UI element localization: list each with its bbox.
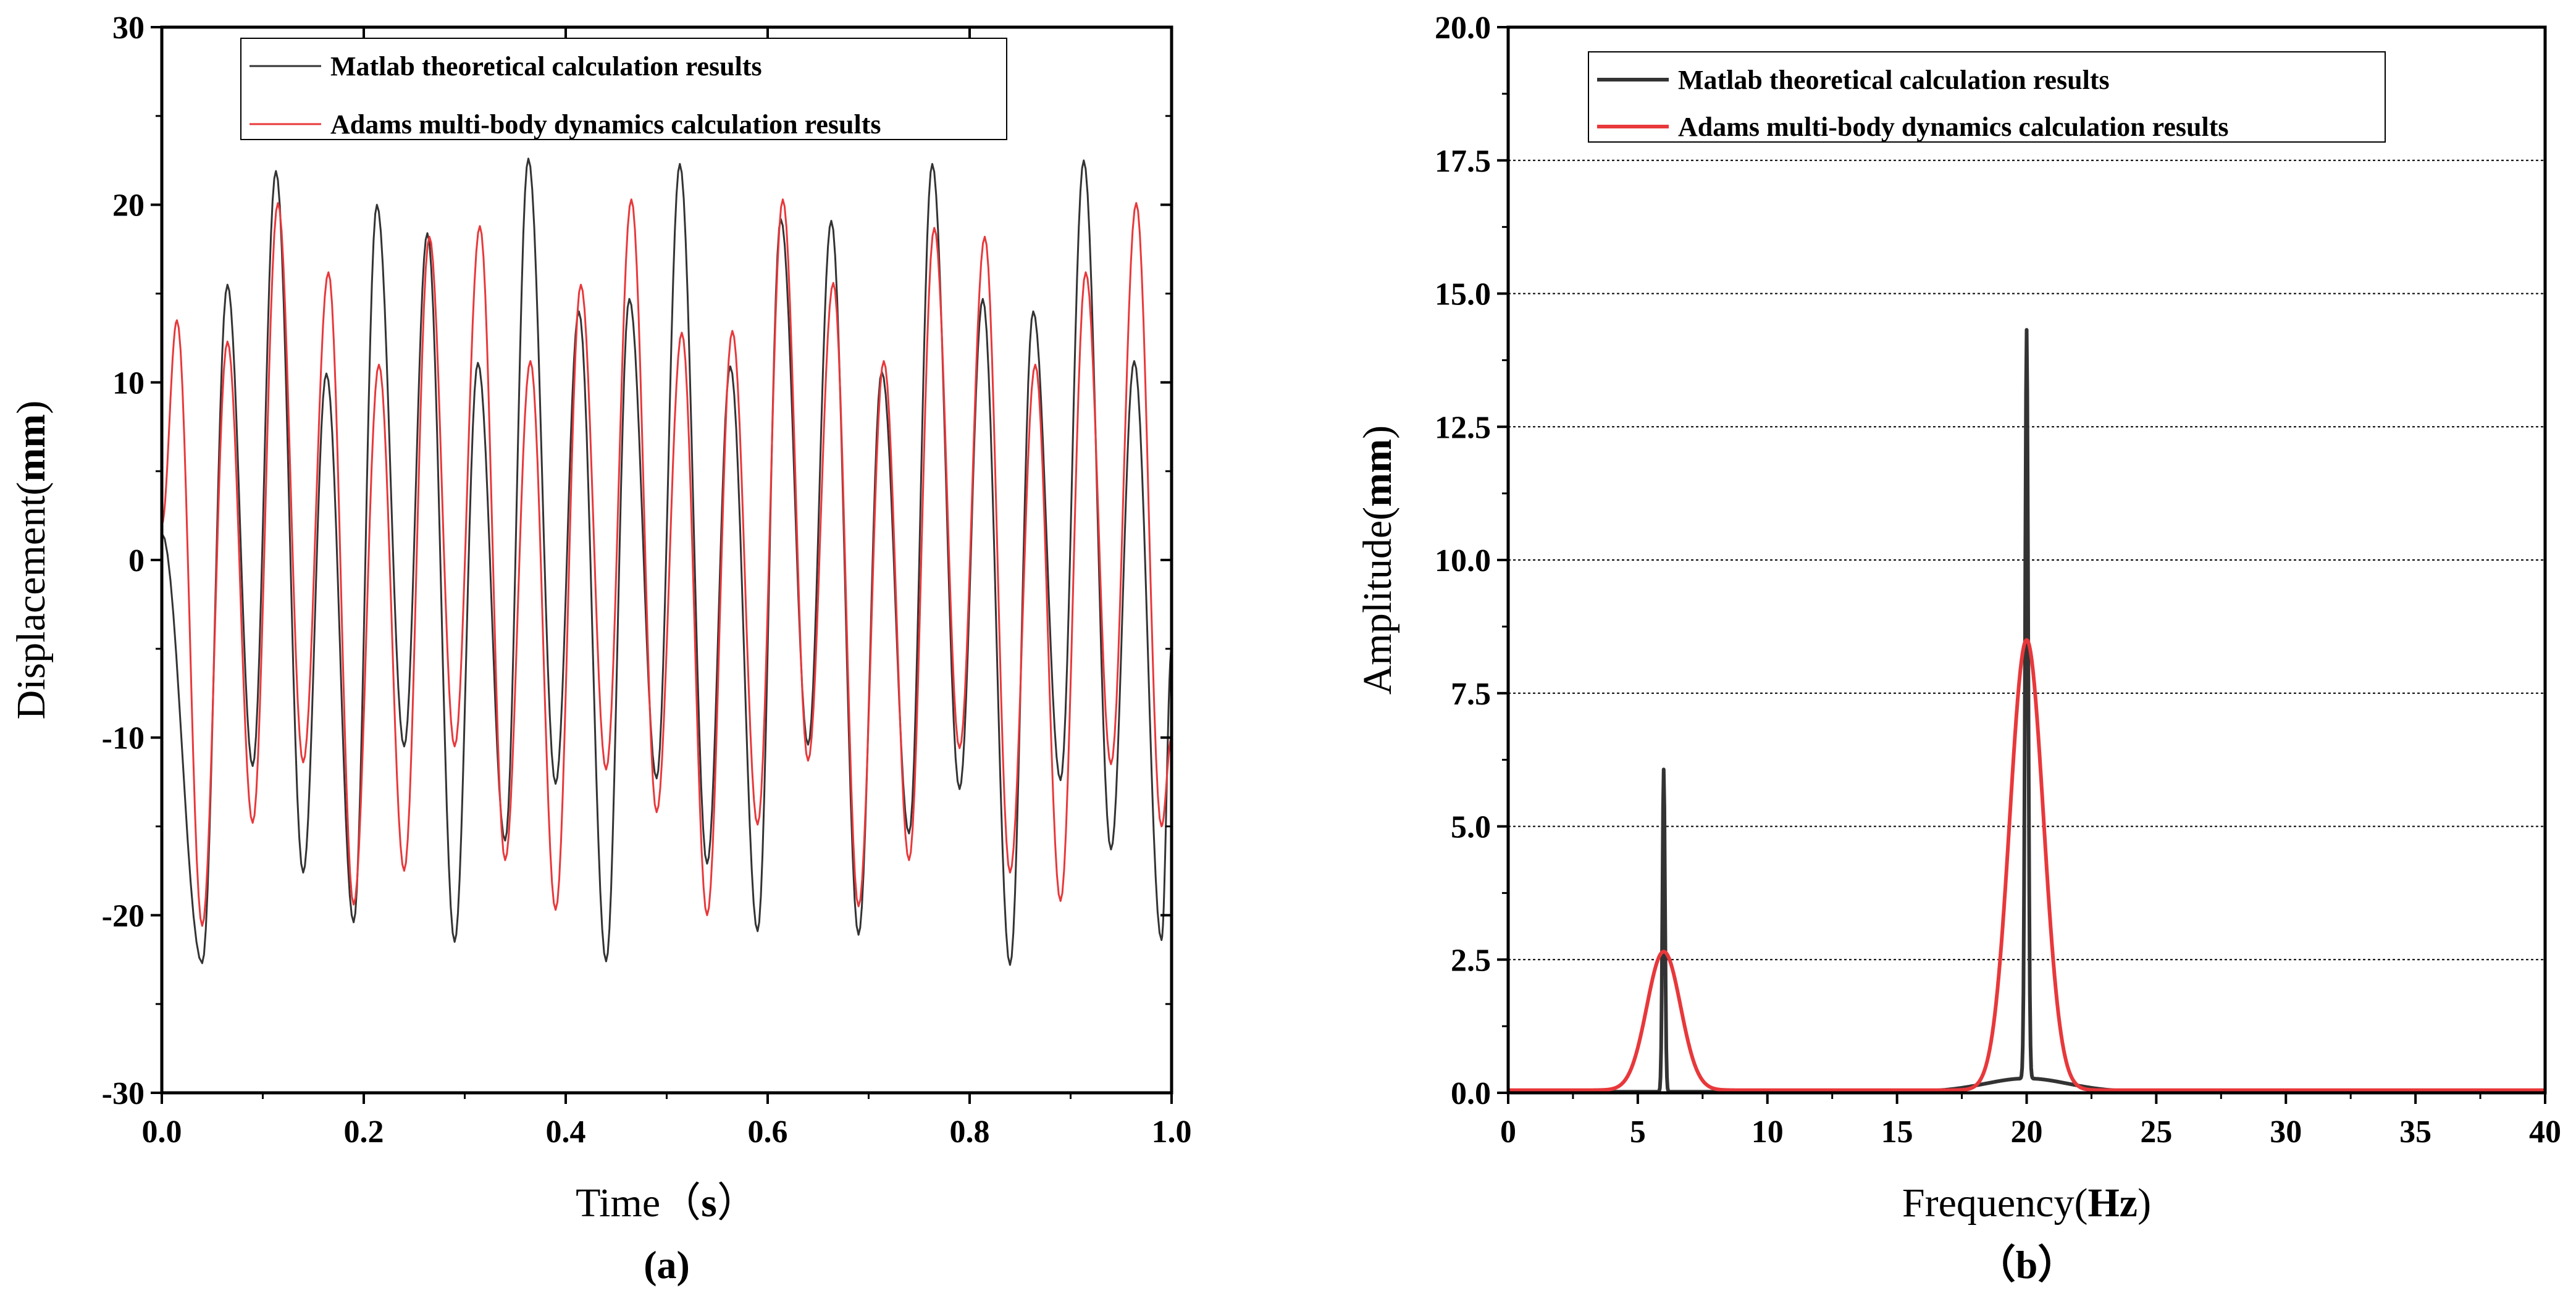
y-tick-label-4: 10	[112, 366, 145, 401]
chart-b: 0 5 10 15 20 25 30 35 40 0.0 2.5 5.0 7.5 10.0 12.5 15.0…	[1355, 10, 2561, 1287]
legend-label-matlab: Matlab theoretical calculation results	[330, 51, 762, 81]
y-tick-label-2: -10	[102, 721, 145, 756]
y-axis-title-main: Amplitude(	[1355, 507, 1400, 695]
x-axis-title-end: ）	[717, 1180, 758, 1226]
x-tick-label-7: 35	[2399, 1114, 2431, 1150]
series-line-adams	[161, 198, 1173, 927]
x-axis-title-main: Time（	[576, 1180, 701, 1226]
y-axis-title: Amplitude(mm)	[1355, 425, 1400, 695]
panel-label: （b）	[1976, 1243, 2078, 1287]
legend-label-matlab: Matlab theoretical calculation results	[1678, 65, 2110, 95]
legend-box	[240, 38, 1007, 140]
y-axis-title-unit: mm	[1355, 439, 1400, 507]
y-axis-title-unit: mm	[9, 414, 54, 482]
x-tick-label-1: 5	[1630, 1114, 1646, 1150]
panel-label: (a)	[644, 1243, 690, 1287]
x-axis-title-unit: s	[701, 1180, 717, 1226]
y-tick-label-6: 30	[112, 10, 145, 46]
y-tick-label-3: 0	[128, 543, 145, 579]
y-tick-label-8: 20.0	[1435, 10, 1491, 46]
x-axis-title-unit: Hz	[2087, 1180, 2138, 1226]
y-axis-title-end: )	[9, 401, 54, 414]
x-tick-label-2: 10	[1752, 1114, 1784, 1150]
y-tick-label-3: 7.5	[1451, 677, 1491, 712]
x-tick-label-5: 1.0	[1152, 1114, 1192, 1150]
x-tick-label-4: 0.8	[950, 1114, 990, 1150]
y-tick-label-1: 2.5	[1451, 943, 1491, 978]
x-tick-label-1: 0.2	[344, 1114, 384, 1150]
x-tick-label-3: 15	[1881, 1114, 1913, 1150]
y-tick-label-5: 12.5	[1435, 410, 1491, 445]
series-line-adams	[1507, 638, 2546, 1092]
y-tick-label-0: 0.0	[1451, 1076, 1491, 1111]
legend-label-adams: Adams multi-body dynamics calculation re…	[330, 109, 881, 140]
x-tick-label-3: 0.6	[748, 1114, 788, 1150]
y-tick-label-2: 5.0	[1451, 810, 1491, 845]
y-tick-label-7: 17.5	[1435, 144, 1491, 179]
x-tick-label-6: 30	[2270, 1114, 2302, 1150]
legend-box	[1588, 51, 2386, 143]
x-axis-title: Time（s）	[576, 1180, 758, 1226]
legend: Matlab theoretical calculation results Ad…	[1588, 51, 2386, 143]
y-tick-label-4: 10.0	[1435, 543, 1491, 579]
y-tick-label-1: -20	[102, 898, 145, 934]
x-axis-title: Frequency(Hz)	[1902, 1180, 2151, 1226]
y-axis-title-end: )	[1355, 425, 1400, 439]
series-line-matlab	[161, 157, 1173, 966]
x-tick-label-5: 25	[2140, 1114, 2172, 1150]
chart-a: 0.0 0.2 0.4 0.6 0.8 1.0 -30 -20 -10 0 10 20 30 Time（s…	[9, 10, 1192, 1287]
y-axis-title: Displacement(mm)	[9, 401, 54, 720]
x-tick-label-0: 0	[1500, 1114, 1516, 1150]
x-axis-title-main: Frequency(	[1902, 1180, 2088, 1226]
x-tick-label-2: 0.4	[546, 1114, 586, 1150]
x-tick-label-0: 0.0	[142, 1114, 182, 1150]
y-axis-title-main: Displacement(	[9, 482, 54, 720]
x-tick-label-4: 20	[2011, 1114, 2043, 1150]
y-tick-label-6: 15.0	[1435, 277, 1491, 312]
x-axis-title-end: )	[2138, 1180, 2151, 1226]
x-tick-label-8: 40	[2529, 1114, 2561, 1150]
legend-label-adams: Adams multi-body dynamics calculation re…	[1678, 112, 2229, 142]
y-tick-label-5: 20	[112, 188, 145, 224]
y-tick-label-0: -30	[102, 1076, 145, 1111]
legend: Matlab theoretical calculation results Ad…	[240, 38, 1007, 140]
